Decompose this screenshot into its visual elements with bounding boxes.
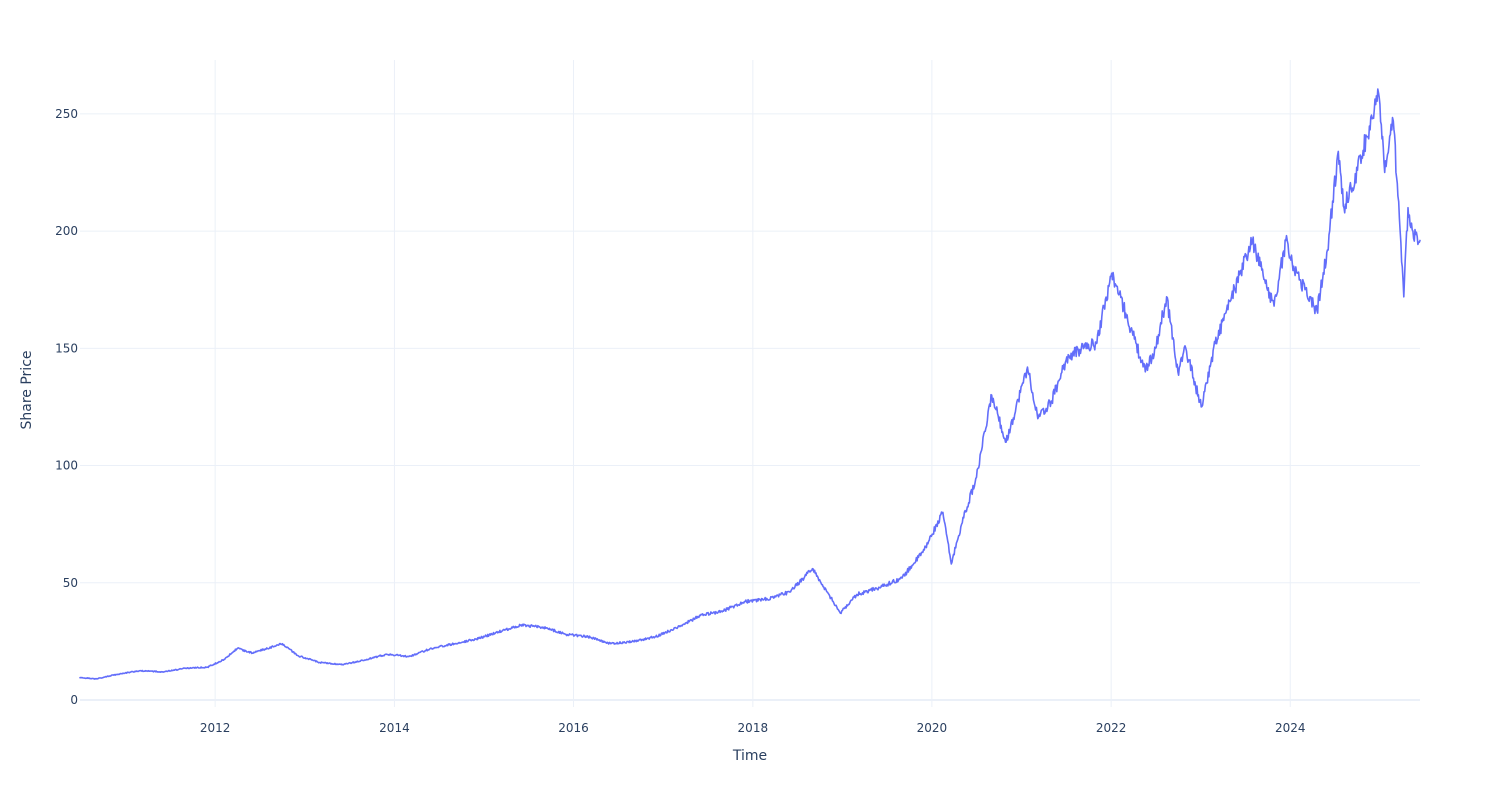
x-tick-label: 2022 [1096, 721, 1127, 735]
series-line [79, 88, 1421, 680]
y-tick-label: 0 [70, 693, 78, 707]
x-tick-label: 2018 [738, 721, 769, 735]
y-tick-label: 250 [55, 107, 78, 121]
x-tick-label: 2024 [1275, 721, 1306, 735]
y-tick-label: 50 [63, 576, 78, 590]
y-tick-label: 150 [55, 341, 78, 355]
grid-layer [80, 60, 1420, 707]
line-layer [79, 88, 1421, 680]
y-tick-label: 100 [55, 459, 78, 473]
x-tick-label: 2016 [558, 721, 589, 735]
x-tick-label: 2012 [200, 721, 231, 735]
x-tick-label: 2020 [917, 721, 948, 735]
y-tick-label: 200 [55, 224, 78, 238]
label-layer: 0 50 100 150 200 250 2012 2014 2016 2018 2020 2022 2… [55, 107, 1305, 735]
x-axis-title: Time [732, 748, 767, 764]
y-axis-title: Share Price [19, 350, 35, 429]
x-tick-label: 2014 [379, 721, 410, 735]
